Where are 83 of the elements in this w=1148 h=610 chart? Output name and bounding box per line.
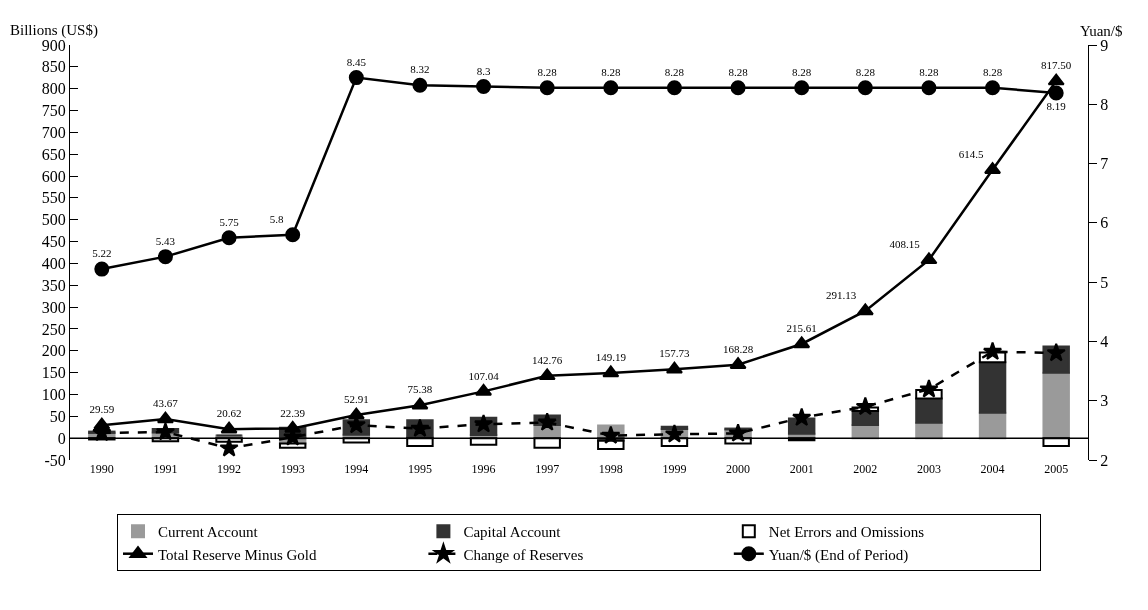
y-tick-label: 0 xyxy=(57,429,66,447)
x-tick-label: 1996 xyxy=(471,462,496,476)
data-label: 75.38 xyxy=(407,383,433,396)
x-tick-label: 1990 xyxy=(89,462,114,476)
data-label: 8.28 xyxy=(664,65,685,78)
legend-label: Current Account xyxy=(158,524,259,541)
data-label: 8.32 xyxy=(410,63,430,76)
y-tick-label: 250 xyxy=(41,320,66,338)
y-tick-label: 850 xyxy=(41,58,66,76)
legend-label: Yuan/$ (End of Period) xyxy=(768,546,909,564)
data-label: 408.15 xyxy=(889,237,921,250)
y-tick-label: 750 xyxy=(41,102,66,120)
y2-tick-label: 7 xyxy=(1100,155,1109,173)
y-tick-label: 450 xyxy=(41,233,66,251)
y-tick-label: 100 xyxy=(41,386,66,404)
y-tick-label: 500 xyxy=(41,211,66,229)
y-tick-label: 600 xyxy=(41,167,66,185)
y-tick-label: 300 xyxy=(41,298,66,316)
legend-label: Total Reserve Minus Gold xyxy=(158,546,318,563)
y-tick-label: 650 xyxy=(41,145,66,163)
x-tick-label: 2000 xyxy=(726,462,751,476)
data-label: 43.67 xyxy=(153,397,179,410)
data-label: 149.19 xyxy=(595,351,627,364)
y-tick-label: 50 xyxy=(49,407,66,425)
data-label: 52.91 xyxy=(343,393,369,406)
y-tick-label: 700 xyxy=(41,123,66,141)
y2-tick-label: 3 xyxy=(1100,392,1109,410)
y-tick-label: -50 xyxy=(44,451,66,469)
data-label: 5.75 xyxy=(219,215,240,228)
data-label: 107.04 xyxy=(468,369,500,382)
y-tick-label: 400 xyxy=(41,255,66,273)
data-label: 8.28 xyxy=(982,65,1003,78)
legend-label: Net Errors and Omissions xyxy=(768,524,925,541)
x-tick-label: 1992 xyxy=(217,462,242,476)
x-tick-label: 2003 xyxy=(916,462,941,476)
data-label: 8.19 xyxy=(1046,100,1067,113)
y-tick-label: 200 xyxy=(41,342,66,360)
data-label: 291.13 xyxy=(825,289,857,302)
data-label: 157.73 xyxy=(659,347,691,360)
y-tick-label: 150 xyxy=(41,364,66,382)
y2-tick-label: 5 xyxy=(1100,273,1109,291)
x-tick-label: 2001 xyxy=(789,462,814,476)
data-label: 142.76 xyxy=(532,353,563,366)
data-label: 5.43 xyxy=(155,234,176,247)
y2-axis-title: Yuan/$ xyxy=(1080,23,1123,39)
y-tick-label: 800 xyxy=(41,80,66,98)
data-label: 8.28 xyxy=(537,65,558,78)
x-tick-label: 2005 xyxy=(1044,462,1069,476)
y2-tick-label: 6 xyxy=(1100,214,1109,232)
data-label: 29.59 xyxy=(89,403,115,416)
data-label: 5.8 xyxy=(269,212,285,225)
x-tick-label: 1998 xyxy=(598,462,623,476)
data-label: 8.28 xyxy=(919,65,940,78)
x-tick-label: 1997 xyxy=(535,462,560,476)
y2-tick-label: 4 xyxy=(1100,333,1109,351)
x-tick-label: 2004 xyxy=(980,462,1005,476)
data-label: 8.45 xyxy=(346,55,367,68)
data-label: 5.22 xyxy=(92,247,112,260)
data-label: 168.28 xyxy=(722,342,754,355)
y2-tick-label: 8 xyxy=(1100,95,1109,113)
legend-label: Change of Reserves xyxy=(463,546,584,563)
y2-tick-label: 9 xyxy=(1100,36,1109,54)
legend-label: Capital Account xyxy=(463,524,562,541)
x-tick-label: 1993 xyxy=(280,462,305,476)
y-tick-label: 350 xyxy=(41,276,66,294)
data-label: 20.62 xyxy=(216,407,242,420)
data-label: 22.39 xyxy=(280,406,306,419)
data-label: 8.28 xyxy=(792,65,812,78)
x-tick-label: 2002 xyxy=(853,462,878,476)
x-tick-label: 1991 xyxy=(153,462,178,476)
data-label: 614.5 xyxy=(958,147,984,160)
x-tick-label: 1999 xyxy=(662,462,687,476)
data-label: 817.50 xyxy=(1041,59,1072,72)
y2-tick-label: 2 xyxy=(1100,451,1109,469)
data-label: 8.28 xyxy=(728,65,749,78)
data-label: 215.61 xyxy=(786,322,817,335)
y-tick-label: 550 xyxy=(41,189,66,207)
data-label: 8.28 xyxy=(601,65,621,78)
data-label: 8.3 xyxy=(476,64,491,77)
x-tick-label: 1994 xyxy=(344,462,369,476)
x-tick-label: 1995 xyxy=(407,462,432,476)
y-axis-title: Billions (US$) xyxy=(10,22,98,39)
data-label: 8.28 xyxy=(855,65,876,78)
